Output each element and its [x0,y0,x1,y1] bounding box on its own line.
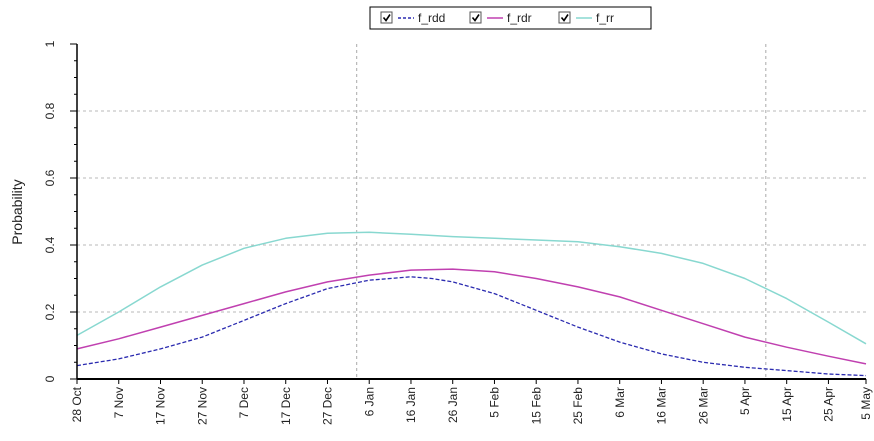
y-tick-label: 0.2 [43,303,57,320]
x-tick-label: 5 Apr [738,387,752,415]
x-tick-label: 25 Apr [822,387,836,422]
x-tick-label: 17 Dec [279,387,293,425]
legend-box [369,6,652,30]
checkmark-icon [382,14,391,22]
x-tick-label: 26 Mar [696,387,710,424]
x-tick-label: 16 Jan [404,387,418,423]
x-tick-label: 7 Dec [237,387,251,418]
y-tick-label: 0.8 [43,102,57,119]
y-axis-ticks: 0 0.2 0.4 0.6 0.8 1 [43,40,77,382]
series-line-f-rr [76,231,867,345]
legend-label: f_rdr [507,11,532,25]
x-tick-label: 28 Oct [70,386,84,422]
y-tick-label: 0.6 [43,169,57,186]
legend-item-f-rdd[interactable]: f_rdd [380,11,445,25]
x-tick-label: 25 Feb [571,387,585,425]
legend-label: f_rdd [418,11,445,25]
reference-vlines [356,44,767,379]
checkmark-icon [560,14,569,22]
x-tick-label: 5 May [859,387,873,420]
x-tick-label: 7 Nov [112,387,126,418]
legend-item-f-rr[interactable]: f_rr [558,11,614,25]
legend-item-f-rdr[interactable]: f_rdr [469,11,532,25]
series-line-f-rdd [76,276,867,377]
x-tick-label: 26 Jan [446,387,460,423]
series-line-f-rdr [76,268,867,365]
legend-checkbox[interactable] [558,11,571,24]
x-tick-label: 27 Nov [195,387,209,425]
grid-lines [77,110,866,313]
legend: f_rdd f_rdr f_rr [369,6,652,30]
x-tick-label: 6 Jan [362,387,376,416]
y-tick-label: 0.4 [43,236,57,253]
x-tick-label: 6 Mar [613,387,627,418]
x-tick-label: 16 Mar [655,387,669,424]
axes [76,44,866,380]
legend-checkbox[interactable] [380,11,393,24]
checkmark-icon [471,14,480,22]
x-tick-label: 15 Feb [529,387,543,425]
legend-checkbox[interactable] [469,11,482,24]
y-tick-label: 0 [43,375,57,382]
x-axis-ticks: 28 Oct 7 Nov 17 Nov 27 Nov 7 Dec 17 Dec 27 Dec… [70,379,873,425]
x-tick-label: 5 Feb [488,387,502,418]
x-tick-label: 27 Dec [321,387,335,425]
x-tick-label: 15 Apr [780,387,794,422]
legend-label: f_rr [596,11,614,25]
series-lines [76,231,867,377]
x-tick-label: 17 Nov [154,387,168,425]
y-axis-label: Probability [9,179,25,244]
y-tick-label: 1 [43,40,57,47]
